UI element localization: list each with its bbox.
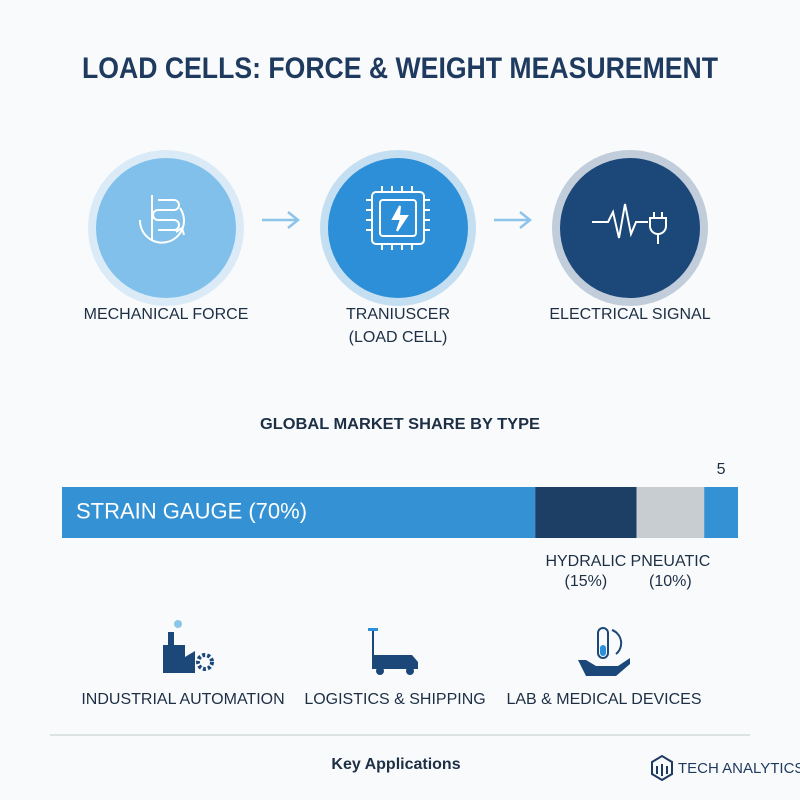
segment-label: STRAIN GAUGE (70%) (76, 498, 307, 523)
title: LOAD CELLS: FORCE & WEIGHT MEASUREMENT (82, 52, 718, 85)
truck-icon (368, 628, 418, 675)
process-steps: MECHANICAL FORCE TRANIUSCER (LOAD CELL) ELE… (84, 150, 711, 346)
factory-icon (163, 620, 214, 673)
bar-segment (704, 487, 738, 538)
step-label: TRANIUSCER (346, 306, 450, 323)
arrows (262, 211, 533, 229)
applications-title: Key Applications (331, 756, 460, 773)
step-label: MECHANICAL FORCE (84, 306, 249, 323)
step-label: ELECTRICAL SIGNAL (549, 306, 710, 323)
segment-label: (15%) (565, 573, 608, 590)
market-title: GLOBAL MARKET SHARE BY TYPE (260, 416, 540, 433)
bar-segment (535, 487, 637, 538)
application-label: LOGISTICS & SHIPPING (304, 691, 485, 708)
market-bar: STRAIN GAUGE (70%) HYDRALIC (15%) PNEUATIC (… (62, 461, 738, 590)
step-circle (96, 158, 236, 298)
segment-label: HYDRALIC (545, 553, 626, 570)
chip-icon (366, 186, 430, 250)
bar-segment (62, 487, 536, 538)
step-label: (LOAD CELL) (349, 329, 448, 346)
signal-icon (592, 203, 667, 244)
brand-logo (651, 754, 673, 782)
brand: TECH ANALYTICS (678, 760, 800, 777)
segment-label: (10%) (649, 573, 692, 590)
segment-label: PNEUATIC (631, 553, 711, 570)
segment-label: 5 (717, 461, 726, 478)
lab-icon (578, 627, 630, 676)
bar-segment (636, 487, 705, 538)
application-label: INDUSTRIAL AUTOMATION (81, 691, 284, 708)
spring-icon (138, 195, 185, 244)
application-label: LAB & MEDICAL DEVICES (506, 691, 701, 708)
applications: INDUSTRIAL AUTOMATION LOGISTICS & SHIPPIN… (81, 691, 701, 708)
